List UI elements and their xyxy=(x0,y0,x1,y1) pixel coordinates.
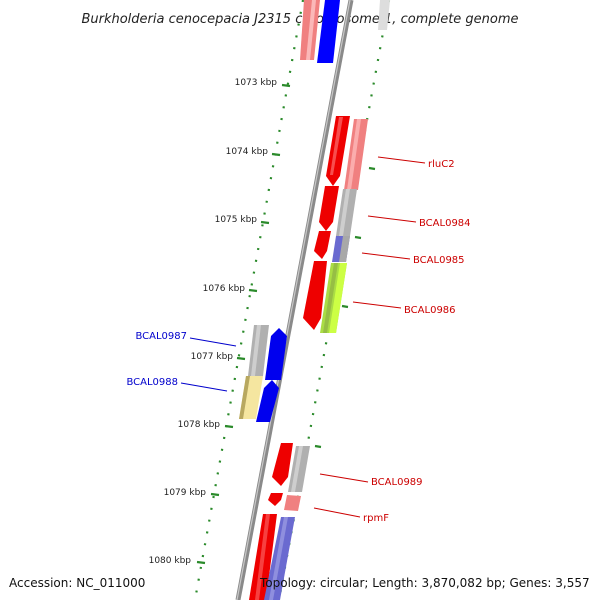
gene-BCAL0989[interactable] xyxy=(272,443,310,492)
BCAL0988-cds-arrow[interactable] xyxy=(256,380,279,422)
BCAL0989-cds-arrow[interactable] xyxy=(272,443,293,486)
accession-text: Accession: NC_011000 xyxy=(9,576,145,590)
summary-text: Topology: circular; Length: 3,870,082 bp… xyxy=(259,576,590,590)
gene-label-BCAL0984[interactable]: BCAL0984 xyxy=(419,218,471,229)
rpmF-cds-arrow[interactable] xyxy=(268,493,283,506)
tick-label: 1074 kbp xyxy=(226,147,269,157)
gene-BCAL0985[interactable] xyxy=(314,231,350,262)
gene-BCAL0986[interactable] xyxy=(303,261,347,333)
tick-label: 1076 kbp xyxy=(203,284,246,294)
gene-BCAL0988[interactable] xyxy=(239,376,279,422)
BCAL0985-cds-arrow[interactable] xyxy=(314,231,331,259)
gene-label-BCAL0989[interactable]: BCAL0989 xyxy=(371,477,423,488)
gene-BCAL0987[interactable] xyxy=(248,325,287,380)
top-partial-genes xyxy=(300,0,390,63)
tick-label: 1073 kbp xyxy=(235,78,278,88)
gene-label-rluC2[interactable]: rluC2 xyxy=(428,159,455,170)
tick-label: 1075 kbp xyxy=(215,215,258,225)
gene-BCAL0984[interactable] xyxy=(319,186,357,236)
bottom-partial-genes xyxy=(249,514,295,600)
tick-label: 1078 kbp xyxy=(178,420,221,430)
gene-label-rpmF[interactable]: rpmF xyxy=(363,513,389,524)
map-title: Burkholderia cenocepacia J2315 chromosom… xyxy=(81,12,518,27)
tick-labels: 1073 kbp 1074 kbp 1075 kbp 1076 kbp 1077… xyxy=(149,78,278,566)
BCAL0987-cds-arrow[interactable] xyxy=(265,328,287,380)
BCAL0984-cds-arrow[interactable] xyxy=(319,186,339,231)
chromosome-backbone xyxy=(235,0,354,600)
gene-label-BCAL0987[interactable]: BCAL0987 xyxy=(135,331,187,342)
tick-label: 1080 kbp xyxy=(149,556,192,566)
gene-labels: rluC2 BCAL0984 BCAL0985 BCAL0986 BCAL098… xyxy=(126,156,471,524)
major-ticks xyxy=(196,83,376,565)
gene-label-BCAL0985[interactable]: BCAL0985 xyxy=(413,255,465,266)
gene-rluC2[interactable] xyxy=(326,116,368,190)
BCAL0986-cds-arrow[interactable] xyxy=(303,261,327,330)
tick-label: 1079 kbp xyxy=(164,488,207,498)
tick-label: 1077 kbp xyxy=(191,352,234,362)
rpmF-function-bar[interactable] xyxy=(284,495,301,511)
gene-label-BCAL0986[interactable]: BCAL0986 xyxy=(404,305,456,316)
gene-rpmF[interactable] xyxy=(268,493,301,511)
backbone-highlight xyxy=(236,0,351,600)
gene-label-BCAL0988[interactable]: BCAL0988 xyxy=(126,377,178,388)
